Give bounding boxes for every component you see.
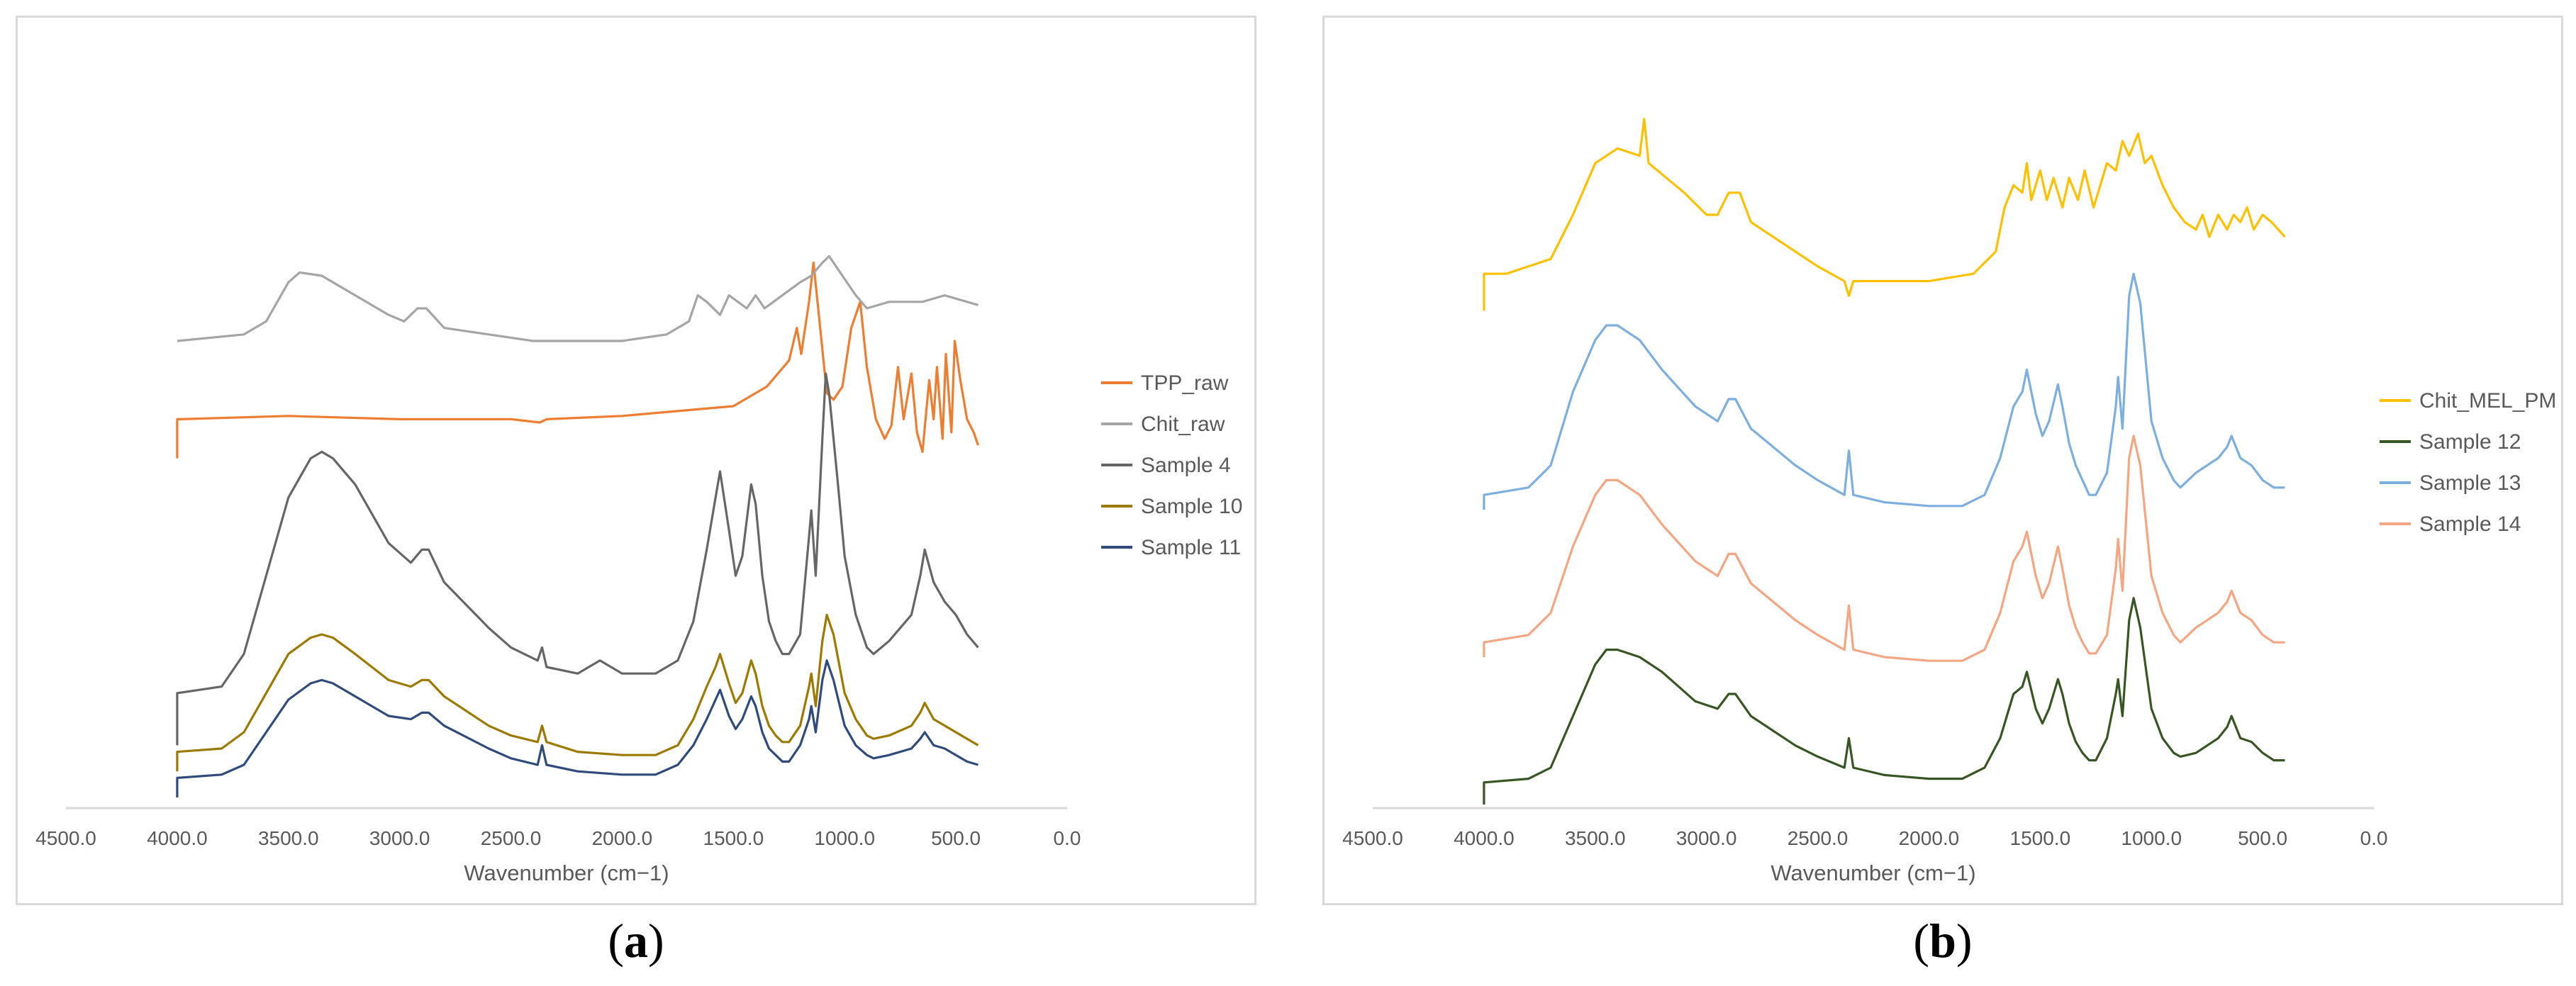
x-tick-label: 2500.0	[481, 827, 542, 849]
x-tick-label: 1500.0	[2010, 827, 2071, 849]
series-line-sample-12	[1483, 597, 2285, 805]
caption-b: (b)	[1913, 914, 1973, 968]
legend-label: Chit_raw	[1141, 413, 1225, 436]
series-line-sample-13	[1483, 272, 2285, 510]
x-tick-label: 3000.0	[1676, 827, 1737, 849]
x-tick-label: 500.0	[2238, 827, 2287, 849]
legend-label: Sample 14	[2419, 512, 2521, 536]
legend-label: Sample 10	[1141, 495, 1242, 518]
series-line-sample-14	[1483, 435, 2285, 662]
series-line-tpp-raw	[176, 262, 980, 459]
x-tick-label: 1000.0	[814, 827, 875, 849]
x-tick-label: 2000.0	[1899, 827, 1960, 849]
chart-panel-a: 4500.0 4000.0 3500.0 3000.0 2500.0 2000.0 1500…	[16, 16, 1256, 905]
x-tick-label: 0.0	[2360, 827, 2388, 849]
x-tick-label: 1000.0	[2121, 827, 2182, 849]
legend-label: Sample 13	[2419, 471, 2521, 495]
series-line-sample-10	[176, 613, 979, 772]
chart-a-svg: 4500.0 4000.0 3500.0 3000.0 2500.0 2000.0 1500…	[35, 254, 1242, 885]
chart-panel-b: 4500.0 4000.0 3500.0 3000.0 2500.0 2000.0 1500…	[1322, 16, 2563, 905]
x-tick-label: 4500.0	[35, 827, 96, 849]
caption-a-letter: a	[624, 914, 648, 968]
chart-b-svg: 4500.0 4000.0 3500.0 3000.0 2500.0 2000.0 1500…	[1342, 118, 2556, 885]
x-tick-label: 0.0	[1054, 827, 1081, 849]
legend-label: Sample 4	[1141, 454, 1231, 477]
x-tick-label: 1500.0	[703, 827, 764, 849]
legend-label: Sample 12	[2419, 430, 2521, 454]
series-line-chit-raw	[177, 254, 978, 342]
series-line-chit-mel-pm	[1483, 118, 2286, 311]
caption-b-letter: b	[1929, 914, 1956, 968]
x-tick-label: 4000.0	[147, 827, 208, 849]
x-tick-label: 3000.0	[369, 827, 430, 849]
x-tick-label: 3500.0	[1565, 827, 1626, 849]
x-tick-label: 2500.0	[1788, 827, 1849, 849]
legend-label: Sample 11	[1141, 536, 1241, 559]
x-tick-label: 4000.0	[1454, 827, 1515, 849]
legend-label: Chit_MEL_PM	[2419, 389, 2556, 413]
caption-a: (a)	[608, 914, 664, 968]
x-tick-label: 4500.0	[1342, 827, 1403, 849]
series-line-sample-11	[176, 659, 978, 797]
x-tick-label: 500.0	[931, 827, 981, 849]
x-axis-title: Wavenumber (cm−1)	[464, 861, 669, 885]
legend-label: TPP_raw	[1141, 371, 1229, 395]
x-tick-label: 3500.0	[258, 827, 319, 849]
x-tick-label: 2000.0	[592, 827, 653, 849]
x-axis-title: Wavenumber (cm−1)	[1771, 861, 1975, 885]
series-line-sample-4	[176, 372, 979, 746]
